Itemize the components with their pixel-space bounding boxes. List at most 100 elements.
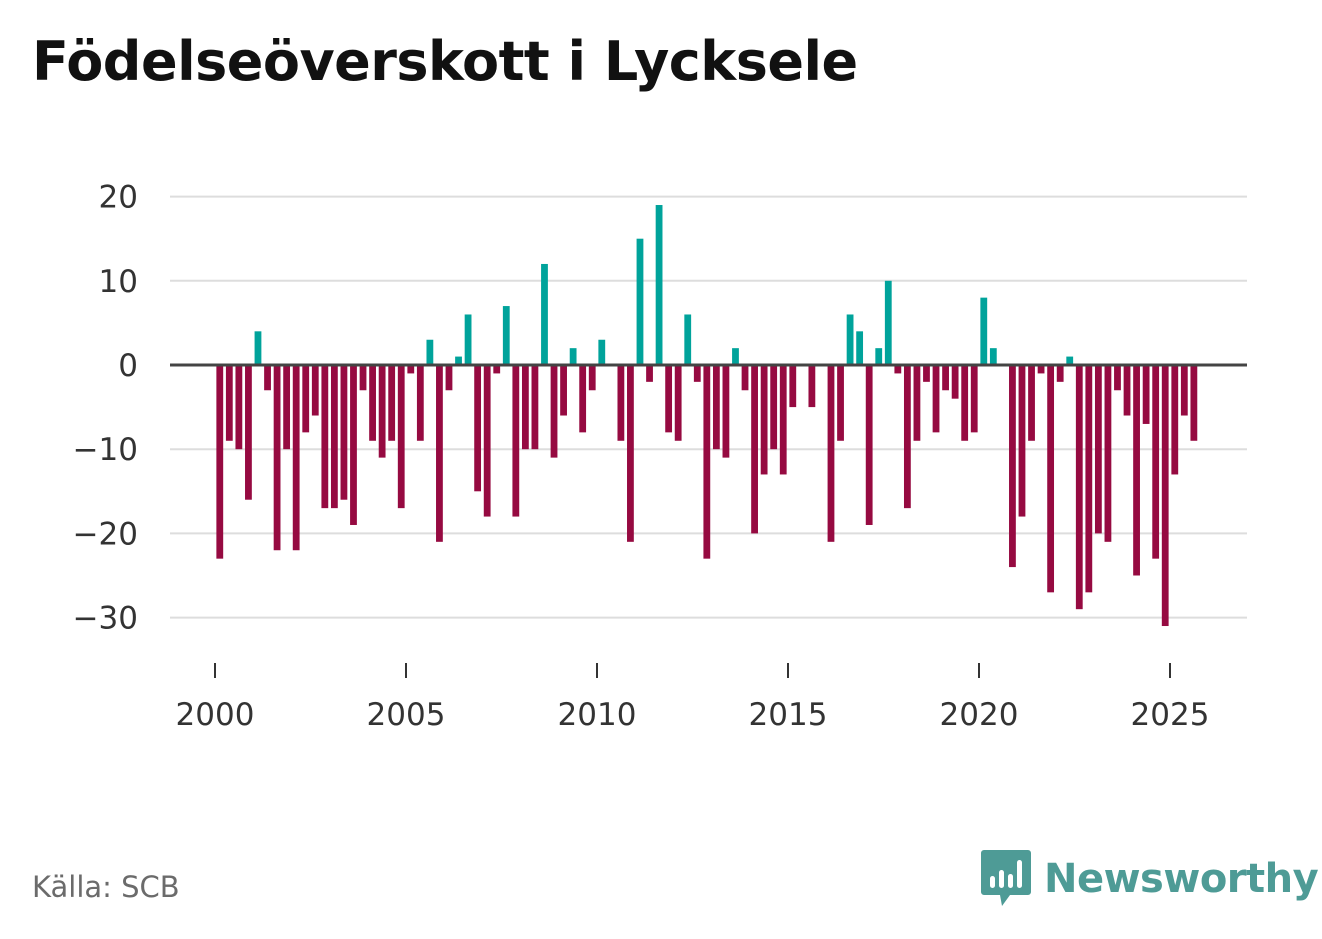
bar <box>455 356 462 365</box>
bar <box>665 365 673 433</box>
bar <box>1018 365 1026 517</box>
bar <box>359 365 367 391</box>
bar <box>569 348 577 365</box>
bar <box>302 365 310 433</box>
bar <box>1028 365 1035 441</box>
bar <box>407 365 415 374</box>
bar <box>493 365 501 374</box>
bar <box>474 365 482 492</box>
bar <box>1094 365 1102 534</box>
bar <box>961 365 969 441</box>
y-axis: 20 10 0 −10 −20 −30 <box>73 180 138 637</box>
x-tick-label: 2025 <box>1131 697 1210 733</box>
bar <box>865 365 873 525</box>
bar <box>1190 365 1198 441</box>
bar <box>235 365 243 450</box>
bar <box>512 365 520 517</box>
bar <box>693 365 701 382</box>
bar <box>894 365 902 374</box>
bar <box>502 306 510 365</box>
bar <box>388 365 396 441</box>
bar <box>760 365 768 475</box>
bar <box>856 331 864 365</box>
bar <box>770 365 778 450</box>
bar <box>550 365 558 458</box>
bar <box>378 365 386 458</box>
bar <box>989 348 997 365</box>
bar <box>254 331 262 365</box>
bar <box>598 339 606 365</box>
x-tick-label: 2000 <box>176 697 255 733</box>
x-tick-label: 2010 <box>558 697 637 733</box>
bar <box>397 365 405 509</box>
bar <box>1142 365 1150 424</box>
bar <box>655 205 663 365</box>
bar <box>674 365 682 441</box>
bar <box>1161 365 1169 627</box>
bar <box>923 365 930 382</box>
bar <box>1123 365 1131 416</box>
bar <box>884 280 892 365</box>
x-axis: 2000 2005 2010 2015 2020 2025 <box>176 663 1210 733</box>
bar <box>321 365 329 509</box>
x-tick-label: 2005 <box>367 697 446 733</box>
brand-logo: Newsworthy <box>980 848 1319 910</box>
bar <box>646 365 653 382</box>
bar <box>722 365 730 458</box>
bar <box>1056 365 1064 382</box>
x-tick-label: 2020 <box>940 697 1019 733</box>
bar <box>751 365 758 534</box>
bar <box>627 365 634 542</box>
bar <box>445 365 453 391</box>
bar <box>837 365 844 441</box>
source-note: Källa: SCB <box>32 870 180 904</box>
bar <box>913 365 921 441</box>
brand-name: Newsworthy <box>1044 856 1319 902</box>
bar <box>932 365 940 433</box>
bar <box>1171 365 1179 475</box>
bar <box>942 365 949 391</box>
bar <box>1047 365 1055 593</box>
bar <box>875 348 883 365</box>
newsworthy-logo-icon <box>981 850 1031 906</box>
x-tick-label: 2015 <box>749 697 828 733</box>
bar <box>225 365 233 441</box>
bar <box>245 365 252 500</box>
bar <box>1066 356 1074 365</box>
bar <box>531 365 539 450</box>
bar <box>579 365 587 433</box>
y-tick-label: 10 <box>99 264 138 300</box>
chart-title: Födelseöverskott i Lycksele <box>32 30 858 93</box>
bar <box>732 348 739 365</box>
bar <box>951 365 959 399</box>
bar <box>617 365 625 441</box>
bar <box>340 365 348 500</box>
bar <box>712 365 720 450</box>
bar <box>216 365 224 559</box>
bar <box>970 365 978 433</box>
bar <box>684 314 692 365</box>
bar <box>426 339 434 365</box>
bar <box>1075 365 1083 610</box>
bar <box>779 365 787 475</box>
y-tick-label: −20 <box>73 516 138 552</box>
bar <box>980 297 988 365</box>
bar <box>464 314 472 365</box>
bar <box>292 365 300 551</box>
bar <box>588 365 596 391</box>
bar <box>436 365 443 542</box>
bars <box>216 205 1198 627</box>
bar <box>1152 365 1160 559</box>
bar <box>827 365 835 542</box>
bar <box>741 365 749 391</box>
bar <box>846 314 854 365</box>
y-tick-label: −10 <box>73 432 138 468</box>
bar <box>636 238 644 365</box>
bar <box>283 365 291 450</box>
y-tick-label: 20 <box>99 180 138 216</box>
y-tick-label: 0 <box>118 348 138 384</box>
bar <box>1009 365 1016 568</box>
bar <box>1180 365 1188 416</box>
bar <box>330 365 338 509</box>
